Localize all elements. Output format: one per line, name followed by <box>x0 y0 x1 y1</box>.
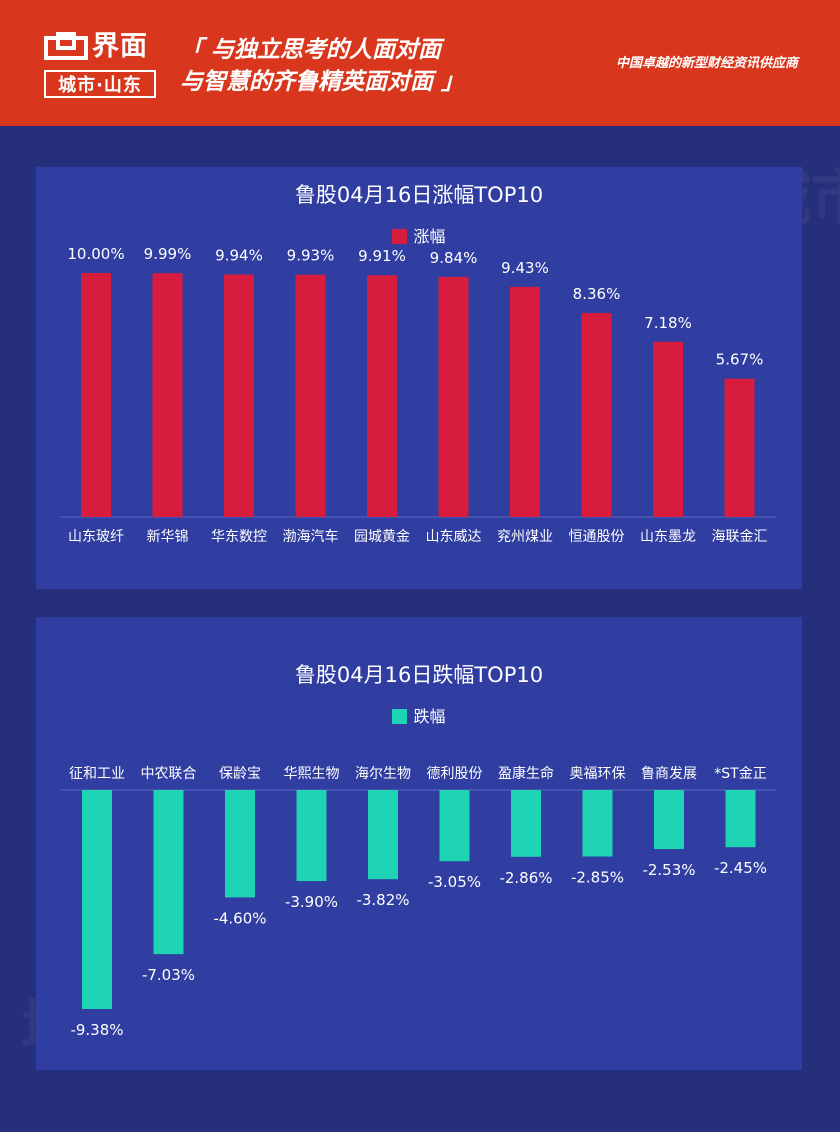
gainers-legend-label: 涨幅 <box>413 227 446 246</box>
gainer-category-label: 华东数控 <box>211 529 267 545</box>
loser-bar <box>725 790 756 848</box>
gainer-bar <box>152 273 183 517</box>
slogan-line-1: 「 与独立思考的人面对面 <box>180 37 442 63</box>
gainer-category-label: 山东玻纤 <box>68 529 124 545</box>
gainer-value-label: 9.84% <box>430 249 478 267</box>
gainer-bar <box>81 273 111 517</box>
slogan-line-2: 与智慧的齐鲁精英面对面 」 <box>180 69 465 95</box>
loser-category-label: 华熙生物 <box>284 766 340 782</box>
losers-chart-title: 鲁股04月16日跌幅TOP10 <box>294 663 544 687</box>
loser-value-label: -2.45% <box>714 859 767 877</box>
loser-category-label: 奥福环保 <box>570 765 626 782</box>
gainers-chart-title: 鲁股04月16日涨幅TOP10 <box>294 183 544 207</box>
loser-bar <box>296 790 327 882</box>
loser-category-label: 盈康生命 <box>498 765 554 782</box>
loser-bar <box>582 790 613 857</box>
gainer-bar <box>295 274 326 517</box>
losers-legend-swatch <box>392 709 408 724</box>
loser-category-label: 鲁商发展 <box>641 766 697 782</box>
gainer-bar <box>724 378 755 517</box>
header-banner: 界面 城市·山东 「 与独立思考的人面对面 与智慧的齐鲁精英面对面 」 中国卓越… <box>0 0 840 126</box>
tagline: 中国卓越的新型财经资讯供应商 <box>615 56 798 71</box>
gainer-category-label: 山东威达 <box>426 529 482 545</box>
gainer-bar <box>438 276 469 517</box>
logo-mark-icon <box>44 32 88 60</box>
loser-category-label: *ST金正 <box>714 766 766 782</box>
slogan: 「 与独立思考的人面对面 与智慧的齐鲁精英面对面 」 <box>180 34 464 98</box>
gainer-value-label: 9.94% <box>215 246 263 264</box>
loser-value-label: -3.82% <box>356 891 409 909</box>
brand-name: 界面 <box>92 31 148 62</box>
gainer-bar <box>367 275 397 517</box>
loser-value-label: -3.05% <box>428 873 481 891</box>
gainers-legend-swatch <box>392 229 408 244</box>
losers-legend-label: 跌幅 <box>413 707 446 726</box>
gainer-value-label: 9.91% <box>358 247 406 265</box>
loser-bar <box>654 790 684 850</box>
gainer-bar <box>224 274 254 517</box>
gainer-value-label: 9.93% <box>287 247 335 265</box>
loser-value-label: -3.90% <box>285 893 338 911</box>
gainers-legend: 涨幅 <box>36 227 802 247</box>
loser-value-label: -4.60% <box>213 909 266 927</box>
gainer-value-label: 10.00% <box>67 245 124 263</box>
loser-value-label: -2.86% <box>499 869 552 887</box>
gainer-category-label: 海联金汇 <box>712 529 768 545</box>
gainer-value-label: 8.36% <box>573 285 621 303</box>
loser-category-label: 海尔生物 <box>355 766 411 782</box>
gainer-value-label: 9.99% <box>144 245 192 263</box>
loser-category-label: 中农联合 <box>141 766 197 782</box>
loser-bar <box>439 790 470 862</box>
loser-bar <box>153 790 184 955</box>
loser-bar <box>225 790 255 898</box>
gainer-category-label: 兖州煤业 <box>497 529 553 545</box>
logo: 界面 城市·山东 <box>44 30 164 102</box>
gainer-category-label: 恒通股份 <box>569 529 625 545</box>
gainer-value-label: 7.18% <box>644 314 692 332</box>
losers-panel: 鲁股04月16日跌幅TOP10 跌幅 -9.38% 征和工业 -7.03% 中农联合 -… <box>36 617 802 1070</box>
loser-value-label: -7.03% <box>142 966 195 984</box>
losers-chart: -9.38% 征和工业 -7.03% 中农联合 -4.60% 保龄宝 -3.90% 华熙生物 -… <box>60 765 776 1039</box>
gainer-value-label: 9.43% <box>501 259 549 277</box>
gainer-category-label: 山东墨龙 <box>640 529 696 545</box>
brand-subtitle: 城市·山东 <box>44 70 156 98</box>
loser-value-label: -2.53% <box>642 861 695 879</box>
loser-category-label: 保龄宝 <box>219 766 261 782</box>
loser-value-label: -2.85% <box>571 869 624 887</box>
loser-bar <box>82 790 112 1009</box>
loser-category-label: 征和工业 <box>69 766 125 782</box>
gainer-bar <box>581 313 612 517</box>
gainers-chart: 10.00% 山东玻纤 9.99% 新华锦 9.94% 华东数控 9.93% 渤海汽车 9.91… <box>60 245 776 545</box>
loser-value-label: -9.38% <box>70 1021 123 1039</box>
losers-legend: 跌幅 <box>36 707 802 727</box>
gainer-value-label: 5.67% <box>716 351 764 369</box>
gainer-category-label: 园城黄金 <box>354 528 410 545</box>
loser-category-label: 德利股份 <box>427 766 483 782</box>
gainer-bar <box>653 341 683 517</box>
gainers-panel: 鲁股04月16日涨幅TOP10 涨幅 10.00% 山东玻纤 9.99% 新华锦 9.9… <box>36 167 802 589</box>
gainer-category-label: 新华锦 <box>147 528 189 545</box>
gainer-bar <box>510 286 540 517</box>
loser-bar <box>368 790 398 880</box>
gainer-category-label: 渤海汽车 <box>283 528 339 545</box>
loser-bar <box>511 790 541 857</box>
